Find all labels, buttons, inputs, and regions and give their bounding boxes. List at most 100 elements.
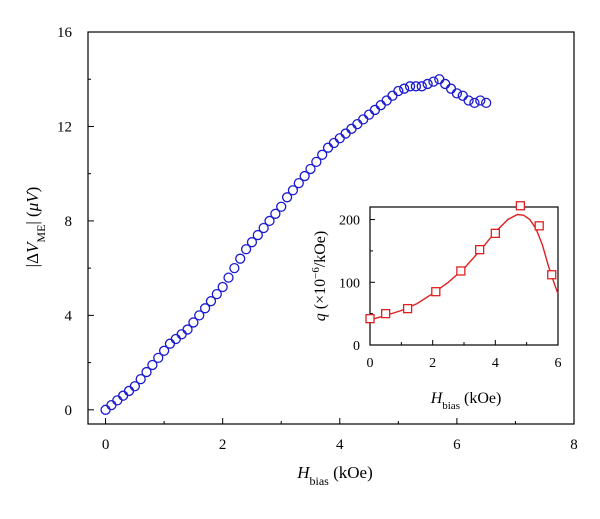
inset-data-point bbox=[381, 308, 391, 319]
main-data-point bbox=[141, 366, 152, 378]
main-data-point bbox=[404, 81, 416, 92]
main-plot-frame bbox=[87, 31, 575, 425]
main-data-point bbox=[352, 118, 363, 130]
main-data-point bbox=[252, 229, 263, 241]
main-data-point bbox=[305, 163, 316, 175]
main-x-tick-label: 6 bbox=[453, 437, 461, 453]
main-data-point bbox=[112, 395, 123, 406]
main-data-point bbox=[106, 399, 117, 411]
inset-y-tick-label: 200 bbox=[339, 214, 360, 229]
main-data-point bbox=[445, 83, 457, 94]
main-data-point bbox=[270, 208, 281, 219]
main-data-point bbox=[117, 390, 129, 401]
main-data-point bbox=[334, 133, 345, 144]
main-data-point bbox=[276, 201, 287, 212]
main-x-axis-label: Hbias (kOe) bbox=[296, 463, 373, 488]
inset-data-point bbox=[547, 270, 557, 280]
inset-x-tick-label: 6 bbox=[555, 356, 562, 371]
main-data-point bbox=[358, 114, 369, 125]
main-data-point bbox=[246, 237, 258, 248]
main-data-point bbox=[299, 170, 310, 182]
main-y-tick-label: 16 bbox=[57, 25, 73, 41]
main-data-point bbox=[135, 373, 146, 385]
main-data-point bbox=[387, 90, 398, 101]
main-data-point bbox=[363, 109, 375, 120]
main-x-tick-label: 4 bbox=[336, 437, 344, 453]
inset-data-point bbox=[490, 228, 500, 238]
main-data-point bbox=[182, 324, 193, 335]
main-data-point bbox=[317, 149, 328, 160]
inset-marks bbox=[365, 201, 559, 324]
main-data-point bbox=[399, 83, 410, 94]
main-data-point bbox=[164, 338, 176, 349]
inset-data-point bbox=[534, 221, 544, 231]
main-y-tick-label: 4 bbox=[65, 308, 73, 324]
main-data-point bbox=[481, 97, 492, 108]
main-data-point bbox=[287, 185, 299, 196]
main-data-point bbox=[381, 95, 392, 106]
main-data-point bbox=[463, 95, 474, 106]
inset-y-axis-label: q (×10−6/kOe) bbox=[310, 231, 329, 322]
main-data-point bbox=[123, 385, 135, 397]
inset-y-tick-label: 0 bbox=[353, 339, 360, 354]
inset-data-point bbox=[456, 266, 466, 276]
main-data-point bbox=[153, 352, 164, 364]
main-data-point bbox=[440, 78, 451, 90]
main-data-point bbox=[235, 253, 246, 264]
main-data-point bbox=[346, 123, 357, 134]
main-data-point bbox=[229, 262, 240, 274]
main-data-point bbox=[340, 128, 351, 139]
main-data-point bbox=[422, 78, 433, 90]
inset-x-axis-label: Hbias (kOe) bbox=[430, 390, 502, 412]
main-data-point bbox=[223, 272, 234, 283]
inset-x-tick-label: 0 bbox=[367, 356, 374, 371]
inset-x-tick-label: 4 bbox=[492, 356, 499, 371]
main-data-point bbox=[264, 215, 275, 227]
inset-data-point bbox=[402, 303, 413, 314]
main-data-point bbox=[199, 303, 211, 314]
main-data-point bbox=[147, 359, 158, 371]
main-y-tick-label: 12 bbox=[57, 119, 72, 135]
main-x-tick-label: 2 bbox=[219, 437, 227, 453]
main-data-point bbox=[258, 222, 269, 234]
main-data-point bbox=[158, 345, 170, 356]
main-data-point bbox=[428, 76, 439, 87]
inset-fit-line bbox=[369, 213, 559, 321]
main-data-point bbox=[328, 137, 340, 149]
main-ticks: 0 2 4 6 8 0 4 8 12 16 bbox=[57, 25, 578, 453]
main-x-tick-label: 0 bbox=[102, 437, 110, 453]
main-data-point bbox=[475, 95, 486, 106]
inset-data-point bbox=[475, 245, 485, 255]
main-y-axis-label: |ΔVME| (μV) bbox=[23, 187, 48, 268]
main-x-tick-label: 8 bbox=[570, 437, 578, 453]
inset-plot-background bbox=[370, 207, 558, 345]
main-data-point bbox=[205, 296, 217, 307]
main-marks bbox=[100, 74, 492, 415]
main-data-point bbox=[410, 81, 422, 92]
inset-x-tick-label: 2 bbox=[429, 356, 436, 371]
main-data-point bbox=[393, 85, 404, 97]
main-data-point bbox=[194, 310, 205, 321]
main-data-point bbox=[451, 88, 463, 99]
main-data-point bbox=[375, 100, 386, 111]
main-y-tick-label: 0 bbox=[65, 403, 73, 419]
main-data-point bbox=[240, 244, 252, 255]
main-data-point bbox=[293, 177, 304, 189]
main-data-point bbox=[416, 81, 427, 92]
main-data-point bbox=[369, 104, 381, 116]
main-data-point bbox=[129, 381, 140, 392]
main-data-point bbox=[211, 288, 222, 300]
inset-ticks: 0 2 4 6 0 100 200 bbox=[339, 214, 562, 371]
main-data-point bbox=[281, 192, 293, 203]
inset-data-point bbox=[515, 201, 526, 211]
main-data-point bbox=[457, 90, 468, 101]
main-data-point bbox=[100, 404, 111, 415]
main-data-point bbox=[170, 333, 181, 345]
inset-data-point bbox=[365, 314, 375, 324]
main-y-tick-label: 8 bbox=[65, 214, 73, 230]
main-data-point bbox=[188, 317, 199, 328]
main-data-point bbox=[176, 329, 187, 340]
main-data-point bbox=[434, 74, 445, 85]
